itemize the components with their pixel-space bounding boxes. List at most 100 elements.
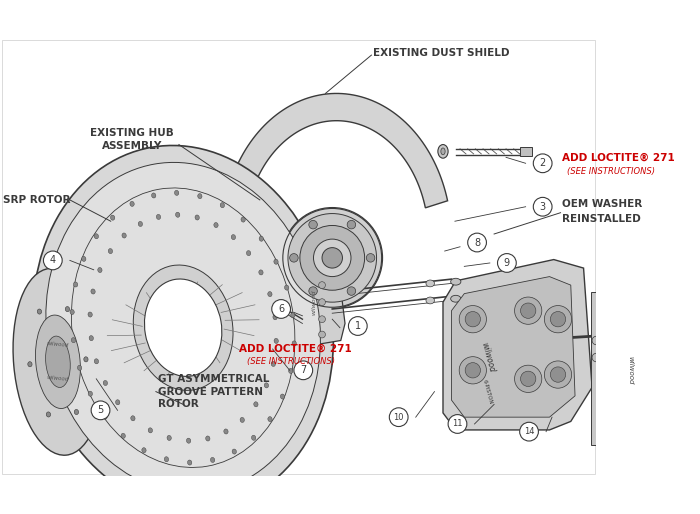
Ellipse shape: [103, 414, 107, 419]
Circle shape: [318, 331, 326, 338]
Text: ASSEMBLY: ASSEMBLY: [102, 141, 162, 151]
Ellipse shape: [111, 215, 115, 220]
Text: 14: 14: [524, 427, 534, 436]
Ellipse shape: [74, 410, 78, 415]
Ellipse shape: [131, 416, 135, 421]
Circle shape: [519, 423, 538, 441]
Ellipse shape: [70, 309, 74, 315]
Ellipse shape: [148, 428, 153, 433]
Circle shape: [592, 336, 601, 345]
Ellipse shape: [116, 400, 120, 405]
Ellipse shape: [251, 435, 256, 440]
Ellipse shape: [46, 336, 70, 388]
Text: 11: 11: [452, 419, 463, 429]
Circle shape: [521, 371, 536, 387]
Polygon shape: [452, 277, 575, 417]
Ellipse shape: [33, 145, 333, 510]
Ellipse shape: [288, 369, 293, 374]
Circle shape: [91, 401, 110, 420]
Circle shape: [288, 213, 377, 302]
Ellipse shape: [438, 144, 448, 158]
Ellipse shape: [174, 190, 179, 195]
Ellipse shape: [188, 460, 192, 465]
Ellipse shape: [426, 280, 435, 287]
Circle shape: [459, 305, 486, 333]
Circle shape: [465, 363, 480, 378]
Text: 10: 10: [393, 413, 404, 421]
Circle shape: [347, 221, 356, 229]
Circle shape: [290, 253, 298, 262]
Ellipse shape: [82, 256, 86, 262]
Circle shape: [592, 353, 601, 362]
Ellipse shape: [246, 251, 251, 255]
Circle shape: [521, 303, 536, 318]
Circle shape: [309, 221, 317, 229]
Ellipse shape: [292, 341, 296, 346]
Ellipse shape: [84, 357, 88, 362]
Ellipse shape: [197, 194, 202, 199]
Text: EXISTING DUST SHIELD: EXISTING DUST SHIELD: [373, 48, 510, 59]
Text: 9: 9: [504, 258, 510, 268]
Ellipse shape: [241, 217, 245, 222]
Text: 4: 4: [50, 255, 56, 265]
Circle shape: [545, 361, 572, 388]
Circle shape: [698, 284, 700, 303]
Ellipse shape: [78, 365, 82, 371]
Text: 8: 8: [474, 237, 480, 248]
Circle shape: [514, 297, 542, 324]
Ellipse shape: [284, 285, 289, 290]
Ellipse shape: [224, 429, 228, 434]
Ellipse shape: [231, 234, 235, 240]
Circle shape: [448, 415, 467, 433]
Ellipse shape: [46, 162, 321, 493]
Polygon shape: [592, 292, 605, 445]
Circle shape: [318, 282, 326, 288]
Polygon shape: [605, 289, 656, 447]
Text: 6: 6: [278, 304, 284, 314]
Text: 3: 3: [540, 201, 546, 212]
Ellipse shape: [144, 279, 222, 376]
Text: SRP ROTOR: SRP ROTOR: [4, 195, 71, 205]
Circle shape: [318, 316, 326, 323]
Ellipse shape: [88, 391, 92, 396]
Text: 7: 7: [300, 365, 307, 375]
Ellipse shape: [65, 306, 69, 311]
Ellipse shape: [451, 296, 461, 302]
Text: ROTOR: ROTOR: [158, 399, 198, 409]
Circle shape: [272, 300, 290, 318]
Ellipse shape: [282, 208, 382, 308]
Text: (SEE INSTRUCTIONS): (SEE INSTRUCTIONS): [247, 357, 335, 366]
Ellipse shape: [232, 449, 237, 454]
Polygon shape: [443, 260, 592, 430]
Circle shape: [349, 317, 368, 335]
Text: wilwood: wilwood: [47, 375, 69, 382]
Ellipse shape: [220, 203, 225, 208]
Circle shape: [314, 239, 351, 277]
Ellipse shape: [133, 265, 233, 390]
Circle shape: [545, 305, 572, 333]
Ellipse shape: [259, 270, 263, 275]
Circle shape: [294, 361, 313, 380]
Ellipse shape: [88, 312, 92, 317]
Text: (SEE INSTRUCTIONS): (SEE INSTRUCTIONS): [566, 168, 655, 176]
Polygon shape: [610, 298, 650, 440]
Ellipse shape: [91, 289, 95, 294]
Ellipse shape: [94, 234, 99, 239]
Ellipse shape: [46, 412, 50, 417]
Text: GROOVE PATTERN: GROOVE PATTERN: [158, 387, 262, 397]
Ellipse shape: [74, 282, 78, 287]
Ellipse shape: [13, 268, 103, 455]
Ellipse shape: [195, 215, 199, 220]
Ellipse shape: [254, 402, 258, 407]
Circle shape: [550, 367, 566, 382]
Ellipse shape: [271, 361, 275, 366]
Ellipse shape: [214, 223, 218, 228]
Text: GT ASYMMETRICAL: GT ASYMMETRICAL: [158, 374, 269, 384]
Ellipse shape: [211, 457, 215, 463]
Text: REINSTALLED: REINSTALLED: [562, 214, 641, 224]
Circle shape: [550, 311, 566, 327]
Circle shape: [498, 253, 517, 272]
Text: OEM WASHER: OEM WASHER: [562, 199, 643, 209]
Circle shape: [514, 365, 542, 393]
Text: wilwood: wilwood: [311, 289, 316, 315]
